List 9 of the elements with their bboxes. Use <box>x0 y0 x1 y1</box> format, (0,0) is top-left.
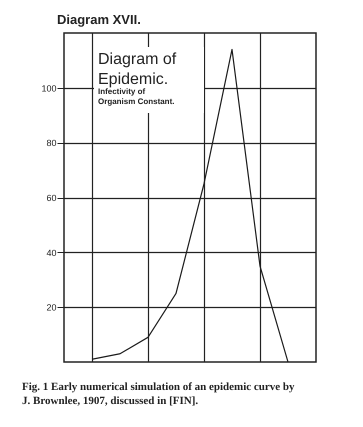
chart-title: Diagram XVII. <box>57 12 141 27</box>
annotation: Diagram of Epidemic. <box>98 51 177 88</box>
y-tick-label: 20 <box>46 302 56 313</box>
caption: Fig. 1 Early numerical simulation of an epidemic curve by J. Brownlee, 1907, discussed in [FIN]. <box>22 381 296 407</box>
y-tick-label: 60 <box>46 193 56 203</box>
annotation: Infectivity of Organism Constant. <box>98 87 174 106</box>
y-tick-label: 100 <box>41 83 56 94</box>
y-tick-label: 40 <box>46 248 56 258</box>
y-tick-label: 80 <box>46 138 56 148</box>
